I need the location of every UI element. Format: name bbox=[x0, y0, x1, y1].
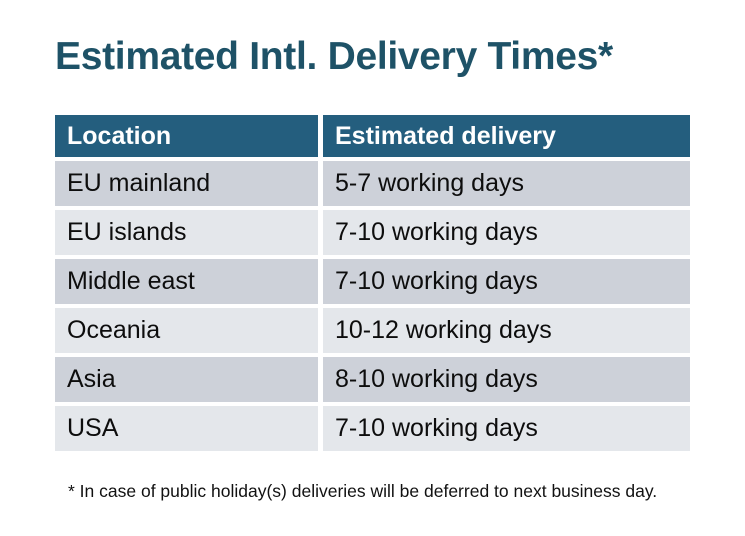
page-title: Estimated Intl. Delivery Times* bbox=[55, 35, 613, 78]
delivery-times-table: Location Estimated delivery EU mainland … bbox=[55, 115, 690, 451]
cell-delivery: 7-10 working days bbox=[323, 406, 690, 451]
cell-delivery: 8-10 working days bbox=[323, 357, 690, 402]
cell-delivery: 10-12 working days bbox=[323, 308, 690, 353]
cell-location: Oceania bbox=[55, 308, 318, 353]
cell-location: Middle east bbox=[55, 259, 318, 304]
cell-location: Asia bbox=[55, 357, 318, 402]
column-header-location: Location bbox=[55, 115, 318, 157]
cell-location: EU islands bbox=[55, 210, 318, 255]
footnote: * In case of public holiday(s) deliverie… bbox=[68, 481, 658, 501]
cell-delivery: 5-7 working days bbox=[323, 161, 690, 206]
cell-delivery: 7-10 working days bbox=[323, 210, 690, 255]
column-header-estimated-delivery: Estimated delivery bbox=[323, 115, 690, 157]
cell-location: USA bbox=[55, 406, 318, 451]
cell-delivery: 7-10 working days bbox=[323, 259, 690, 304]
cell-location: EU mainland bbox=[55, 161, 318, 206]
